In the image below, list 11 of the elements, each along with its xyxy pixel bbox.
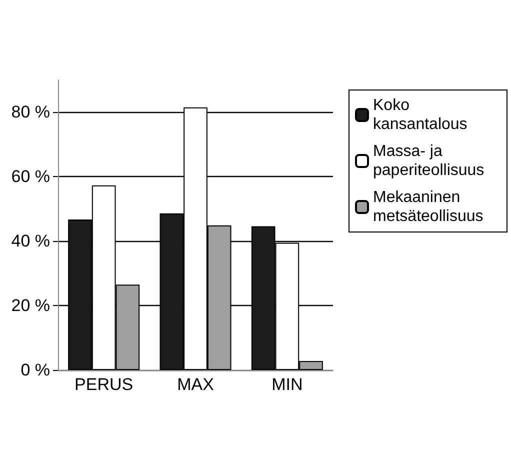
y-tick-label: 80 % — [11, 102, 50, 122]
y-tick-label: 60 % — [11, 167, 50, 186]
y-tick-label: 20 % — [11, 296, 50, 316]
legend-label: Koko kansantalous — [373, 97, 468, 133]
y-tick-label: 0 % — [20, 360, 50, 380]
x-tick-label: MIN — [272, 375, 303, 394]
y-tick-label: 40 % — [11, 232, 50, 251]
legend-label: Massa- ja paperiteollisuus — [373, 143, 484, 179]
x-tick-label: MAX — [177, 375, 214, 394]
legend-label: Mekaaninen metsäteollisuus — [373, 189, 484, 225]
x-tick-label: PERUS — [74, 375, 134, 394]
